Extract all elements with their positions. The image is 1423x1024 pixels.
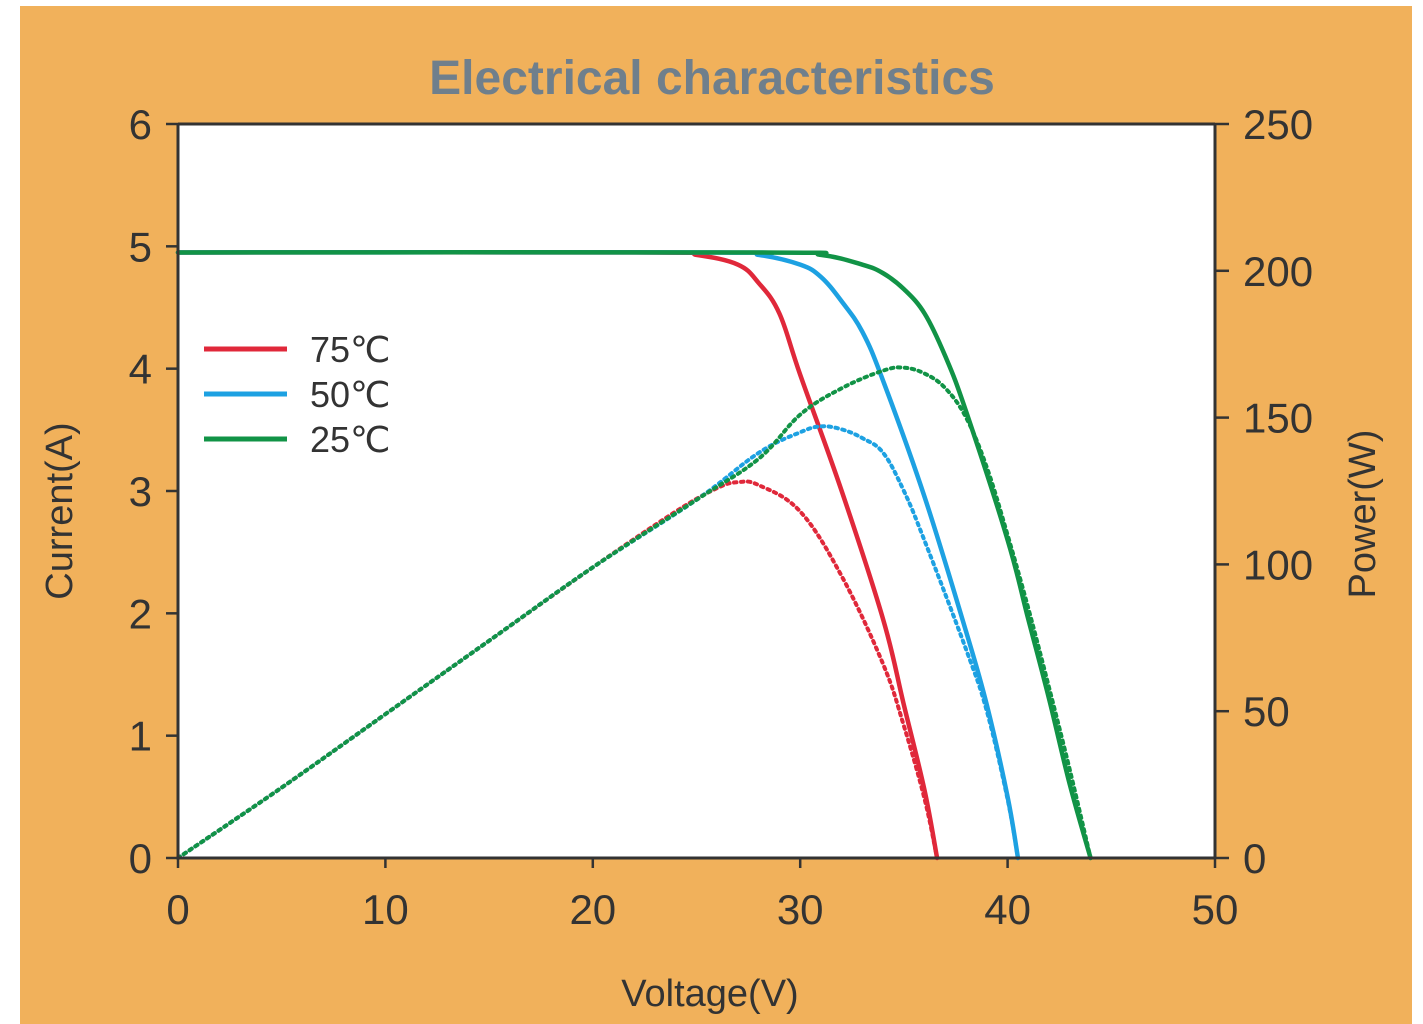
y-tick-label: 5 [129, 223, 152, 270]
y2-tick-label: 0 [1243, 835, 1266, 882]
y2-tick-label: 100 [1243, 541, 1313, 588]
legend: 75℃50℃25℃ [204, 329, 390, 460]
power-curve [176, 365, 1093, 860]
y2-tick-label: 150 [1243, 395, 1313, 442]
x-tick-label: 10 [362, 886, 409, 933]
x-tick-label: 0 [166, 886, 189, 933]
y-tick-label: 2 [129, 590, 152, 637]
y2-tick-label: 250 [1243, 101, 1313, 148]
y-tick-label: 3 [129, 468, 152, 515]
chart-svg: Electrical characteristics 0 10 20 30 40 5001… [39, 52, 1384, 1015]
x-tick-label: 30 [777, 886, 824, 933]
series-group [175, 250, 1093, 861]
legend-label: 50℃ [310, 374, 390, 415]
x-tick-label: 50 [1192, 886, 1239, 933]
chart-card: Electrical characteristics 0 10 20 30 40 50 0 1… [20, 6, 1412, 1024]
legend-label: 75℃ [310, 329, 390, 370]
y2-tick-label: 200 [1243, 248, 1313, 295]
plot-area [178, 124, 1215, 858]
x-tick-label: 20 [569, 886, 616, 933]
x-axis-title: Voltage(V) [621, 973, 798, 1015]
chart-title: Electrical characteristics [429, 52, 995, 105]
y-tick-label: 0 [129, 835, 152, 882]
y2-tick-label: 50 [1243, 688, 1290, 735]
y-tick-label: 6 [129, 101, 152, 148]
y2-axis-title: Power(W) [1342, 430, 1384, 599]
y-axis-title: Current(A) [39, 422, 81, 599]
current-curve [175, 250, 1093, 861]
legend-label: 25℃ [310, 419, 390, 460]
x-tick-label: 40 [984, 886, 1031, 933]
y-tick-label: 4 [129, 346, 152, 393]
y-tick-label: 1 [129, 713, 152, 760]
series-layer [175, 250, 1093, 861]
